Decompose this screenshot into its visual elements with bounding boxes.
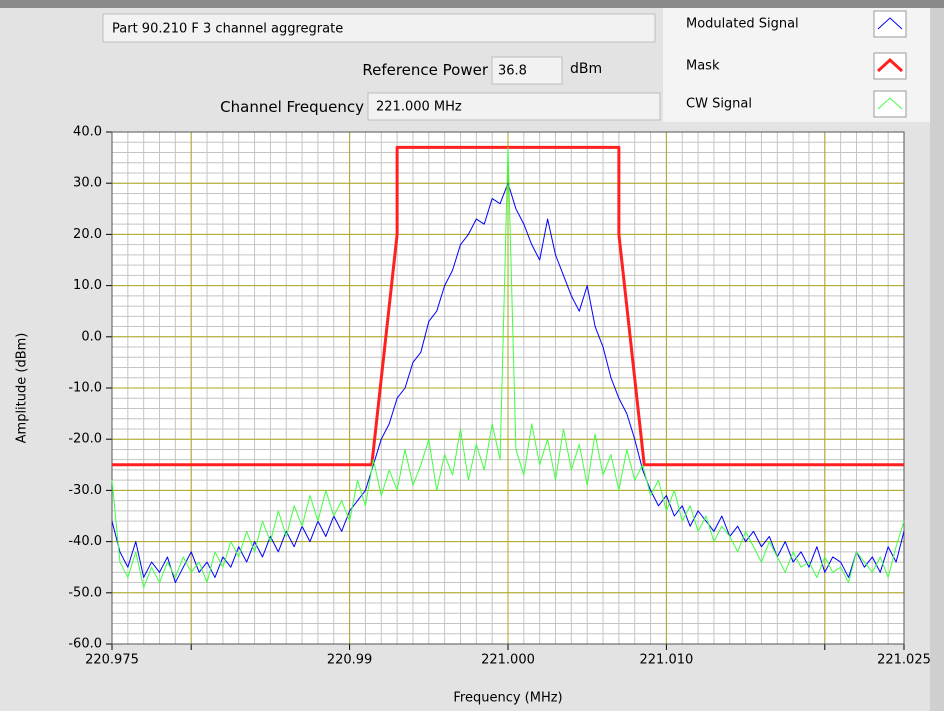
y-tick-label: 10.0 — [73, 278, 102, 293]
reference-power-box[interactable] — [491, 56, 563, 85]
legend-label: CW Signal — [686, 97, 752, 112]
reference-power-label: Reference Power — [362, 61, 488, 79]
y-tick-label: 30.0 — [73, 176, 102, 191]
legend-swatch — [877, 17, 903, 30]
x-tick-label: 220.975 — [85, 653, 139, 668]
right-edge — [930, 8, 944, 711]
reference-power: 36.8 — [498, 64, 527, 79]
legend-swatch-box — [873, 10, 907, 38]
description: Part 90.210 F 3 channel aggregrate — [112, 22, 343, 37]
channel-frequency-label: Channel Frequency — [220, 98, 364, 116]
y-tick-label: -30.0 — [68, 483, 102, 498]
legend-swatch-box — [873, 52, 907, 80]
plot-frame — [111, 131, 905, 645]
legend-swatch-box — [873, 90, 907, 118]
y-tick-label: 0.0 — [81, 329, 102, 344]
x-tick-label: 221.000 — [481, 653, 535, 668]
channel-frequency: 221.000 MHz — [376, 100, 462, 115]
description-box[interactable] — [102, 13, 656, 43]
series-line — [111, 146, 905, 589]
legend-label: Modulated Signal — [686, 17, 799, 32]
channel-frequency-box[interactable] — [367, 92, 661, 121]
y-tick-label: -20.0 — [68, 432, 102, 447]
y-tick-label: -10.0 — [68, 381, 102, 396]
y-tick-label: 20.0 — [73, 227, 102, 242]
y-tick-label: 40.0 — [73, 125, 102, 140]
y-tick-label: -40.0 — [68, 534, 102, 549]
x-tick-label: 220.99 — [327, 653, 373, 668]
legend-swatch — [877, 97, 903, 110]
series-line — [111, 182, 905, 584]
y-tick-label: -60.0 — [68, 637, 102, 652]
reference-power-unit: dBm — [570, 61, 602, 77]
y-axis-label: Amplitude (dBm) — [15, 333, 30, 444]
legend-label: Mask — [686, 59, 720, 74]
top-bar — [0, 0, 944, 8]
x-tick-label: 221.025 — [877, 653, 931, 668]
y-tick-label: -50.0 — [68, 585, 102, 600]
legend-swatch — [876, 57, 904, 73]
x-axis-label: Frequency (MHz) — [453, 691, 562, 706]
x-tick-label: 221.010 — [640, 653, 694, 668]
